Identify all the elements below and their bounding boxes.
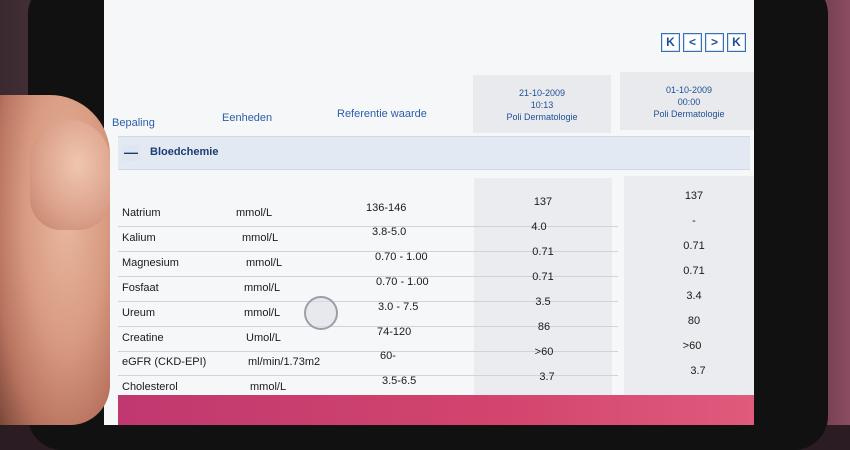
table-row[interactable]: Creatine Umol/L 74-120 xyxy=(118,326,618,352)
table-row[interactable]: eGFR (CKD-EPI) ml/min/1.73m2 60- xyxy=(118,350,618,376)
value-date2-natrium: 137 xyxy=(684,190,704,202)
value-date2-cholesterol: 3.7 xyxy=(690,365,706,377)
collapse-toggle-button[interactable]: — xyxy=(122,144,140,161)
row-name: Fosfaat xyxy=(122,282,159,294)
row-unit: mmol/L xyxy=(244,282,281,294)
table-row[interactable]: Ureum mmol/L 3.0 - 7.5 xyxy=(118,301,618,327)
next-page-button[interactable]: > xyxy=(705,33,724,52)
value-date2-magnesium: 0.71 xyxy=(683,240,705,252)
row-unit: Umol/L xyxy=(246,332,281,344)
column-header-referentie[interactable]: Referentie waarde xyxy=(337,108,427,120)
row-reference: 0.70 - 1.00 xyxy=(375,251,428,263)
row-unit: ml/min/1.73m2 xyxy=(248,356,321,368)
time-2: 00:00 xyxy=(677,97,701,107)
row-name: Kalium xyxy=(122,232,156,244)
row-reference: 74-120 xyxy=(377,326,412,338)
row-name: Ureum xyxy=(122,307,156,319)
location-1: Poli Dermatologie xyxy=(506,112,578,122)
value-column-1 xyxy=(474,178,612,408)
row-unit: mmol/L xyxy=(246,257,283,269)
value-date1-magnesium: 0.71 xyxy=(532,246,554,258)
date-column-header-1[interactable]: 21-10-2009 10:13 Poli Dermatologie xyxy=(473,75,611,133)
bottom-banner xyxy=(118,395,754,425)
row-reference: 136-146 xyxy=(366,202,407,214)
value-date2-kalium: - xyxy=(692,215,696,227)
table-row[interactable]: Magnesium mmol/L 0.70 - 1.00 xyxy=(118,251,618,277)
row-unit: mmol/L xyxy=(236,207,273,219)
value-column-2 xyxy=(624,176,754,406)
section-title: Bloedchemie xyxy=(150,146,219,158)
date-2: 01-10-2009 xyxy=(665,85,713,95)
value-date2-egfr: >60 xyxy=(682,340,702,352)
row-reference: 3.5-6.5 xyxy=(382,375,417,387)
tablet-screen: K < > K Bepaling Eenheden Referentie waa… xyxy=(104,0,754,425)
table-row[interactable]: Kalium mmol/L 3.8-5.0 xyxy=(118,226,618,252)
row-reference: 0.70 - 1.00 xyxy=(376,276,429,288)
date-column-header-2[interactable]: 01-10-2009 00:00 Poli Dermatologie xyxy=(620,72,754,130)
time-1: 10:13 xyxy=(530,100,554,110)
location-2: Poli Dermatologie xyxy=(653,109,725,119)
value-date1-kalium: 4.0 xyxy=(531,221,547,233)
touch-indicator xyxy=(304,296,338,330)
value-date2-creatine: 80 xyxy=(687,315,701,327)
pagination-nav: K < > K xyxy=(661,33,746,52)
value-date2-fosfaat: 0.71 xyxy=(683,265,705,277)
row-name: eGFR (CKD-EPI) xyxy=(122,356,207,368)
row-unit: mmol/L xyxy=(244,307,281,319)
table-row[interactable]: Natrium mmol/L 136-146 xyxy=(118,201,618,227)
value-date1-ureum: 3.5 xyxy=(535,296,551,308)
last-page-button[interactable]: K xyxy=(727,33,746,52)
column-header-bepaling[interactable]: Bepaling xyxy=(112,117,155,129)
row-name: Natrium xyxy=(122,207,161,219)
value-date1-cholesterol: 3.7 xyxy=(539,371,555,383)
section-header-bloedchemie[interactable]: — Bloedchemie xyxy=(118,136,750,170)
value-date2-ureum: 3.4 xyxy=(686,290,702,302)
prev-page-button[interactable]: < xyxy=(683,33,702,52)
value-date1-creatine: 86 xyxy=(537,321,551,333)
row-name: Creatine xyxy=(122,332,164,344)
first-page-button[interactable]: K xyxy=(661,33,680,52)
row-name: Cholesterol xyxy=(122,381,178,393)
table-row[interactable]: Fosfaat mmol/L 0.70 - 1.00 xyxy=(118,276,618,302)
row-reference: 3.8-5.0 xyxy=(372,226,407,238)
row-unit: mmol/L xyxy=(242,232,279,244)
value-date1-egfr: >60 xyxy=(534,346,554,358)
row-reference: 3.0 - 7.5 xyxy=(378,301,419,313)
row-reference: 60- xyxy=(380,350,396,362)
value-date1-natrium: 137 xyxy=(533,196,553,208)
row-unit: mmol/L xyxy=(250,381,287,393)
thumb xyxy=(30,120,110,230)
column-header-eenheden[interactable]: Eenheden xyxy=(222,112,273,124)
date-1: 21-10-2009 xyxy=(518,88,566,98)
row-name: Magnesium xyxy=(122,257,179,269)
value-date1-fosfaat: 0.71 xyxy=(532,271,554,283)
